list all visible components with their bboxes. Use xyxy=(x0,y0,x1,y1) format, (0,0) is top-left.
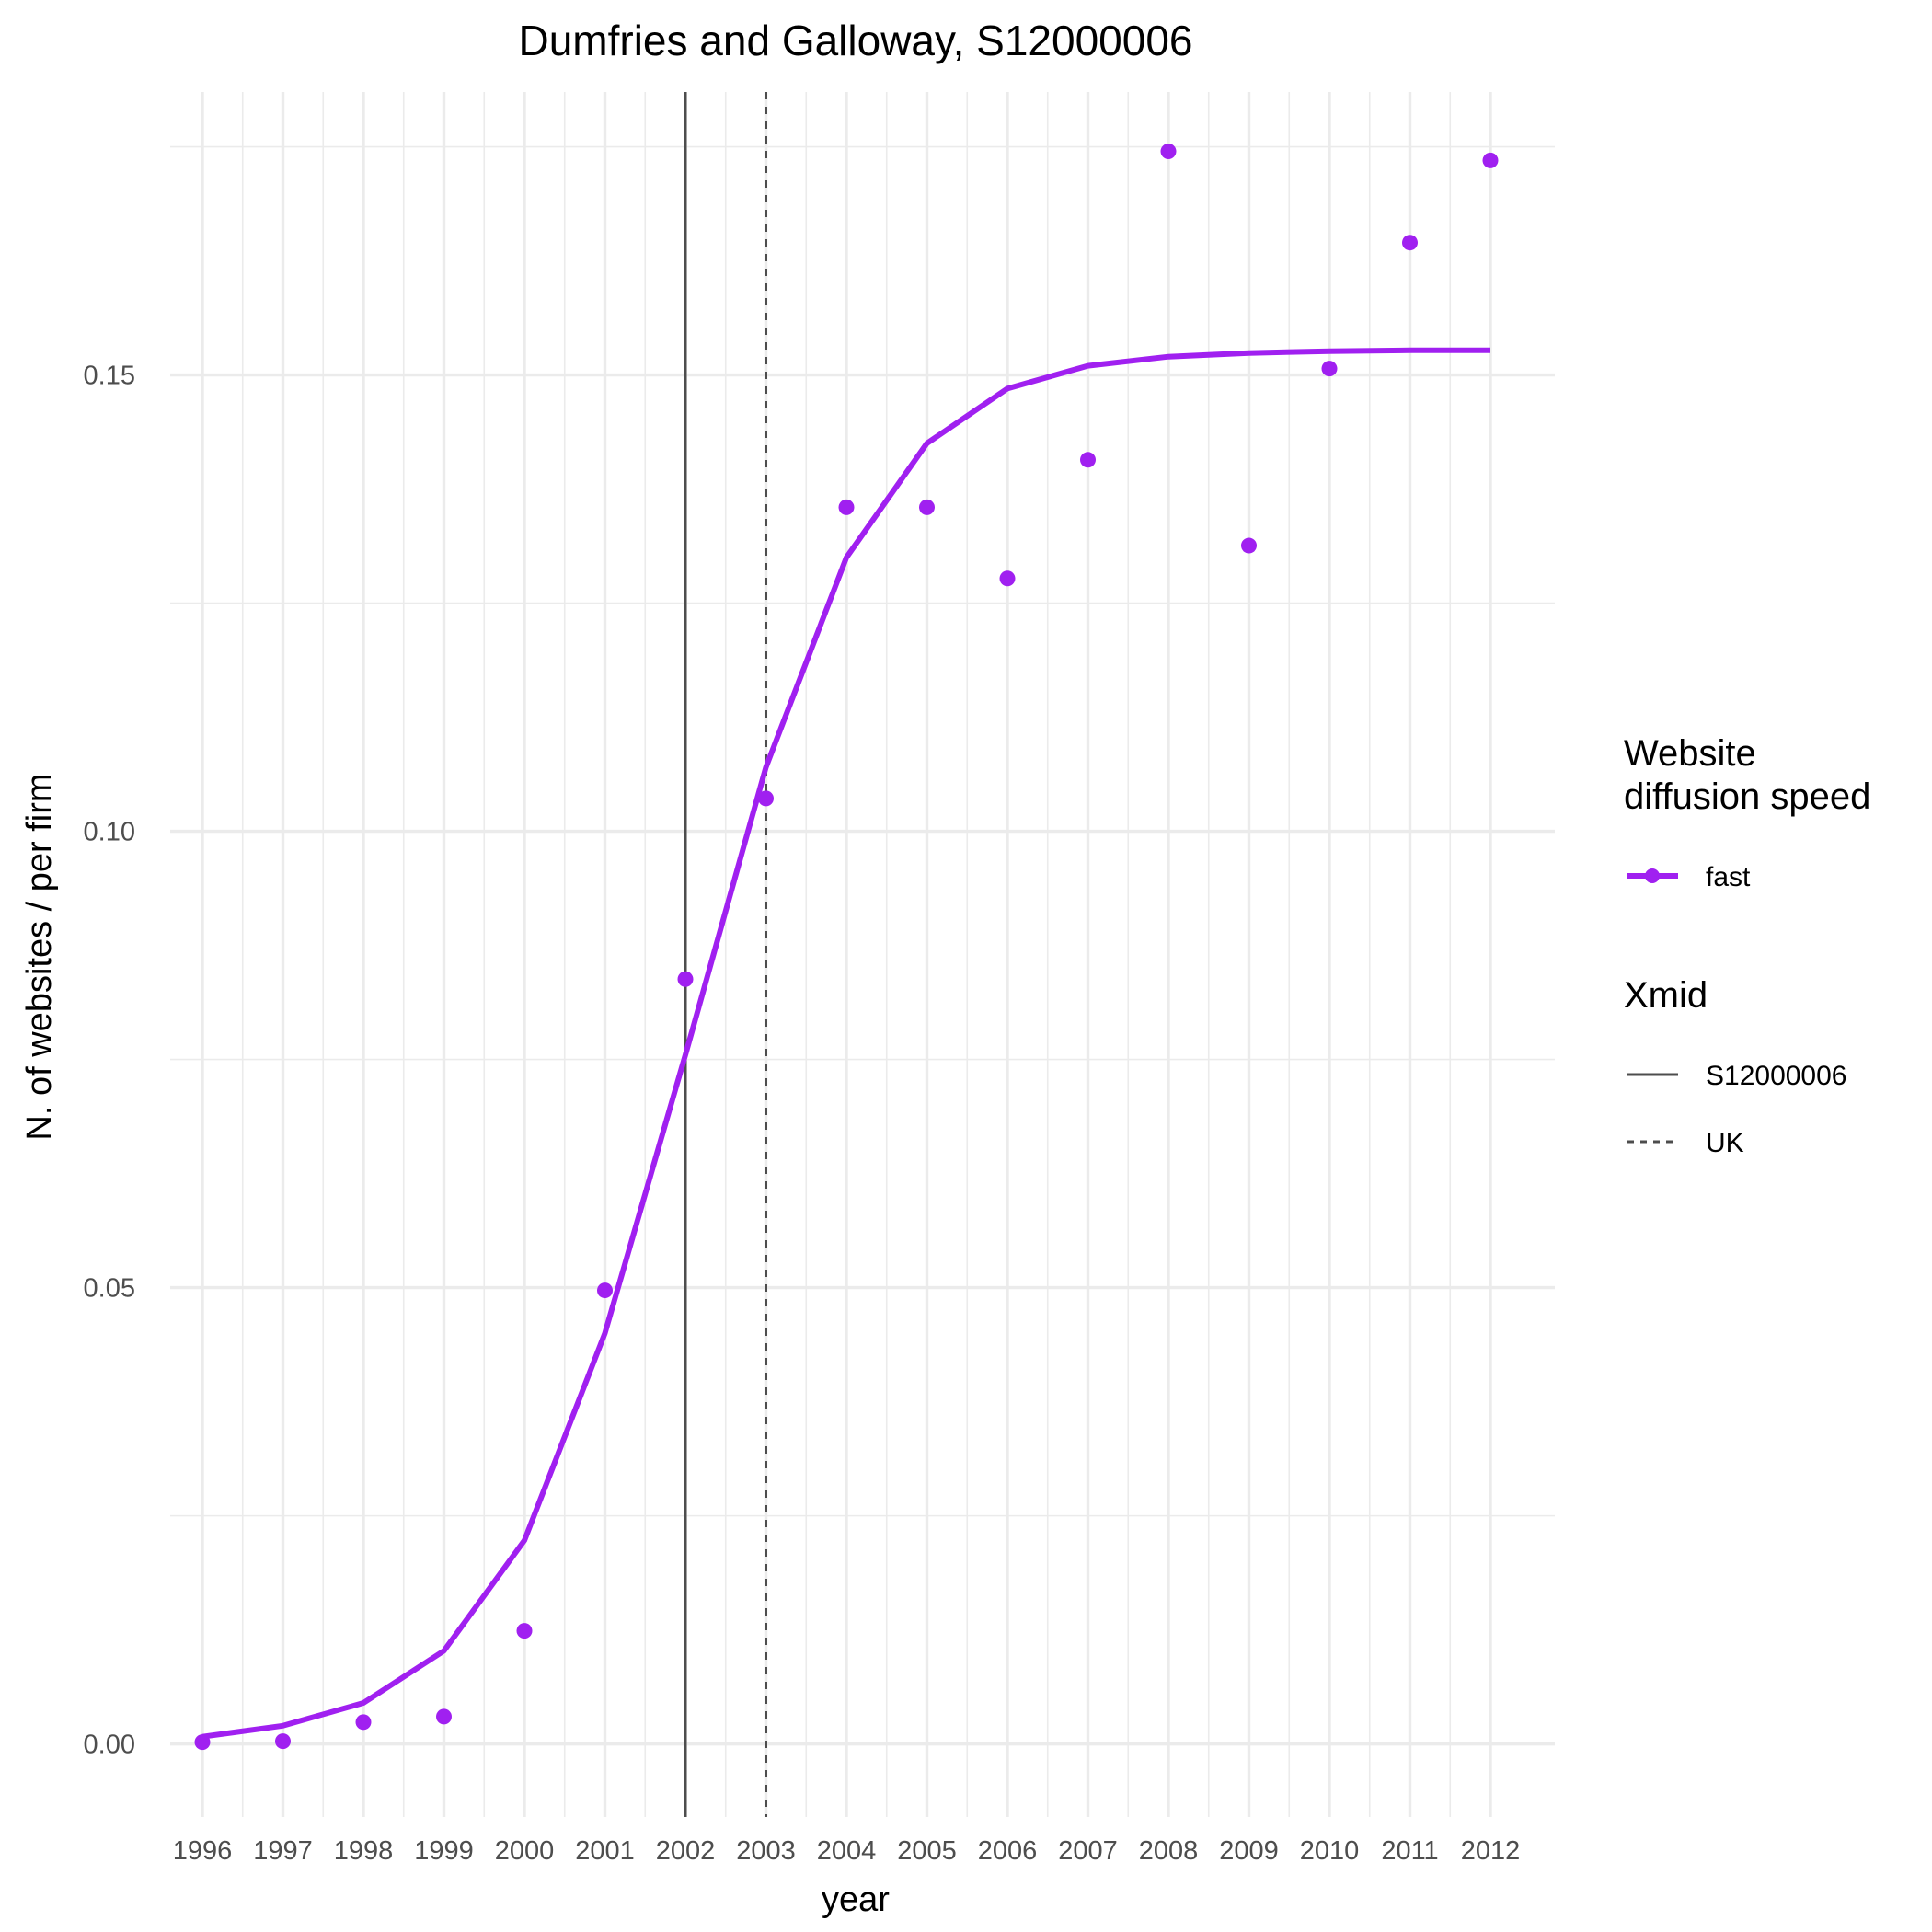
x-tick-label: 2004 xyxy=(817,1836,877,1866)
data-point xyxy=(677,971,694,987)
x-tick-label: 2001 xyxy=(575,1836,635,1866)
x-tick-label: 2009 xyxy=(1219,1836,1279,1866)
x-tick-label: 2008 xyxy=(1139,1836,1199,1866)
x-tick-label: 1998 xyxy=(334,1836,394,1866)
data-point xyxy=(275,1733,291,1750)
x-tick-label: 2010 xyxy=(1300,1836,1360,1866)
fitted-curve-fast xyxy=(201,347,1490,1740)
x-tick-label: 2011 xyxy=(1381,1836,1438,1866)
x-tick-label: 2012 xyxy=(1461,1836,1521,1866)
data-point xyxy=(194,1734,211,1751)
data-point xyxy=(1241,537,1257,554)
data-point xyxy=(999,570,1016,587)
data-point xyxy=(838,499,855,515)
y-tick-label: 0.15 xyxy=(84,362,135,391)
y-tick-label: 0.05 xyxy=(84,1274,135,1304)
data-point xyxy=(1321,361,1338,377)
legend-label: UK xyxy=(1706,1128,1744,1158)
x-tick-label: 2003 xyxy=(736,1836,796,1866)
x-tick-label: 2007 xyxy=(1058,1836,1118,1866)
y-tick-label: 0.00 xyxy=(84,1731,135,1760)
data-point xyxy=(1402,235,1418,251)
y-tick-label: 0.10 xyxy=(84,818,135,847)
x-tick-label: 1996 xyxy=(173,1836,233,1866)
data-point xyxy=(436,1708,452,1725)
y-axis-title: N. of websites / per firm xyxy=(20,773,59,1140)
chart-title: Dumfries and Galloway, S12000006 xyxy=(518,17,1192,64)
data-point xyxy=(1160,143,1177,159)
data-point xyxy=(597,1282,613,1299)
x-tick-label: 2005 xyxy=(897,1836,957,1866)
legend-title: Website xyxy=(1624,733,1756,774)
legend-label: S12000006 xyxy=(1706,1061,1847,1091)
x-tick-label: 1999 xyxy=(414,1836,474,1866)
axes-layer: 1996 1997 1998 1999 2000 2001 2002 2003 2004 2005… xyxy=(84,362,1521,1866)
data-point xyxy=(758,790,774,807)
legend-title: diffusion speed xyxy=(1624,776,1870,817)
x-tick-label: 1997 xyxy=(253,1836,313,1866)
gridlines xyxy=(170,92,1555,1817)
x-axis-title: year xyxy=(822,1880,890,1919)
series-layer xyxy=(194,143,1499,1751)
data-point xyxy=(1482,152,1499,168)
data-point xyxy=(355,1714,372,1731)
legend-title: Xmid xyxy=(1624,975,1708,1016)
x-tick-label: 2006 xyxy=(978,1836,1038,1866)
legend-label: fast xyxy=(1706,862,1751,892)
reference-lines xyxy=(684,92,767,1817)
legend-key-point xyxy=(1645,868,1660,883)
x-tick-label: 2002 xyxy=(656,1836,716,1866)
data-point xyxy=(919,499,935,515)
data-point xyxy=(516,1623,533,1639)
data-point xyxy=(1080,452,1096,468)
x-tick-label: 2000 xyxy=(495,1836,555,1866)
